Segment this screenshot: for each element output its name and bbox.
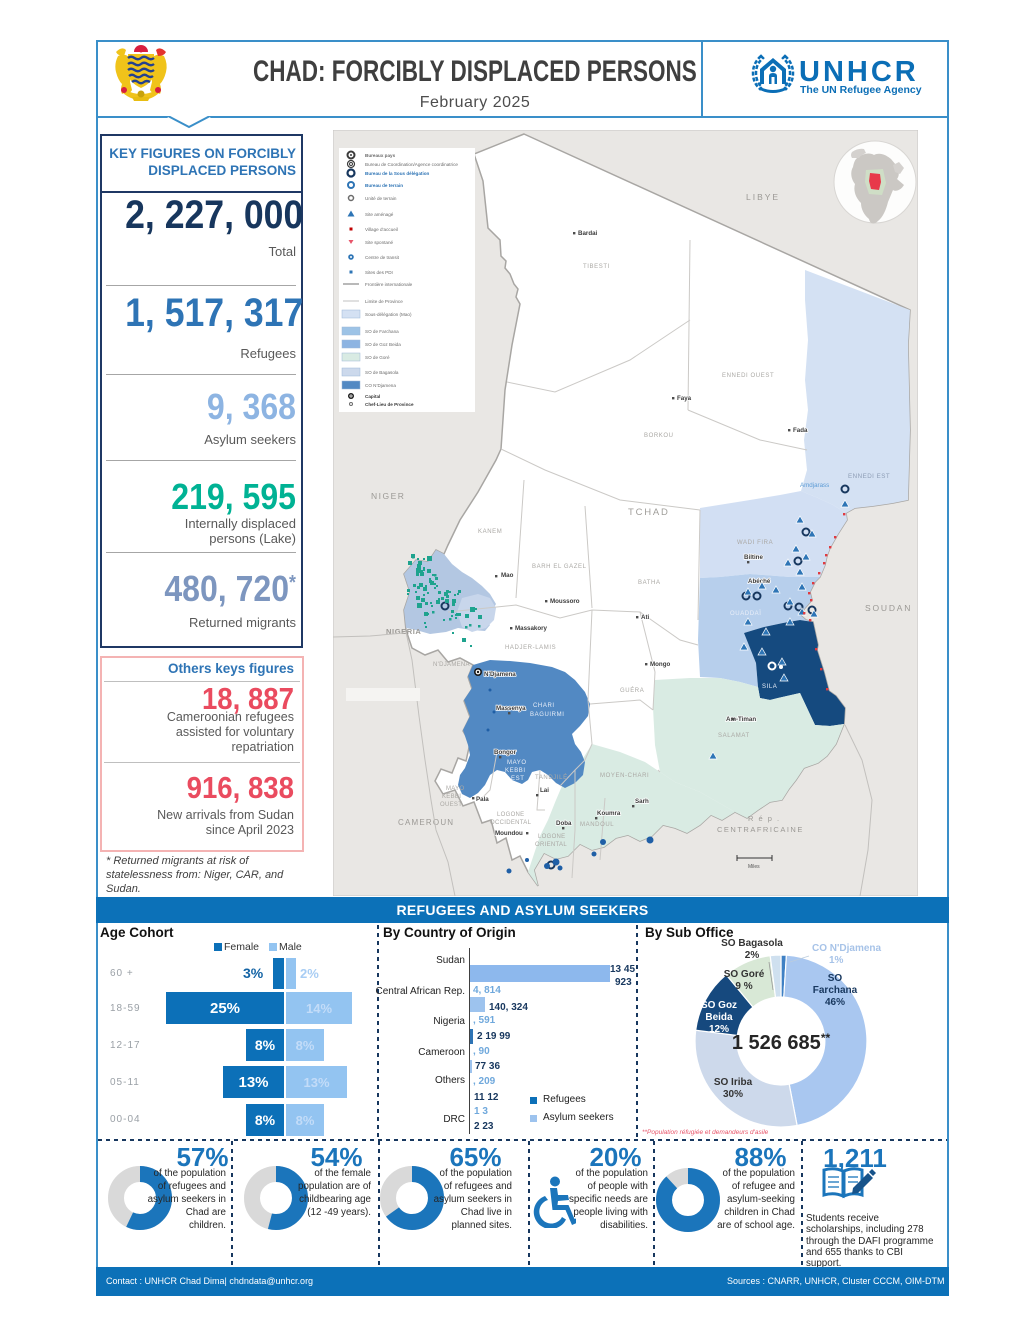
svg-text:R é p .: R é p . (748, 814, 781, 823)
svg-text:SILA: SILA (762, 684, 777, 690)
svg-text:Sites des PDI: Sites des PDI (365, 270, 393, 275)
svg-text:SALAMAT: SALAMAT (718, 733, 750, 739)
svg-text:OUADDAÏ: OUADDAÏ (730, 610, 762, 617)
svg-text:CAMEROUN: CAMEROUN (398, 818, 454, 827)
svg-text:N'Djamena: N'Djamena (484, 671, 516, 678)
svg-text:BORKOU: BORKOU (644, 433, 674, 439)
svg-text:Doba: Doba (556, 820, 572, 827)
svg-text:Am-Timan: Am-Timan (726, 716, 756, 723)
svg-text:ENNEDI EST: ENNEDI EST (848, 473, 890, 480)
svg-text:SO de Farchana: SO de Farchana (365, 329, 399, 334)
svg-text:Miles: Miles (748, 864, 760, 870)
svg-text:Limite de Province: Limite de Province (365, 299, 403, 304)
svg-text:HADJER-LAMIS: HADJER-LAMIS (505, 645, 556, 651)
svg-text:SO de Bagasola: SO de Bagasola (365, 370, 399, 375)
svg-text:Fada: Fada (793, 427, 808, 434)
svg-text:ORIENTAL: ORIENTAL (535, 842, 567, 848)
svg-text:Faya: Faya (677, 395, 692, 402)
svg-text:Bureau de terrain: Bureau de terrain (365, 183, 403, 188)
svg-text:Koumra: Koumra (597, 810, 621, 817)
svg-text:Bardai: Bardai (578, 230, 598, 237)
svg-text:SO Goz: SO Goz (701, 1000, 737, 1011)
svg-text:9 %: 9 % (735, 981, 752, 992)
svg-text:MOYEN-CHARI: MOYEN-CHARI (600, 773, 649, 779)
svg-text:1%: 1% (829, 955, 844, 966)
svg-text:Sous-délégation (Mao): Sous-délégation (Mao) (365, 312, 412, 317)
svg-text:Moundou: Moundou (495, 830, 523, 837)
svg-text:Site aménagé: Site aménagé (365, 212, 394, 217)
svg-text:CHARI: CHARI (533, 703, 555, 709)
svg-text:TANDJILÉ: TANDJILÉ (535, 774, 568, 781)
svg-text:SO Bagasola: SO Bagasola (721, 938, 783, 949)
svg-text:Sarh: Sarh (635, 798, 649, 805)
svg-text:BARH EL GAZEL: BARH EL GAZEL (532, 564, 587, 570)
svg-text:OCCIDENTAL: OCCIDENTAL (490, 820, 532, 826)
svg-text:30%: 30% (723, 1089, 743, 1100)
svg-text:KANEM: KANEM (478, 529, 502, 535)
svg-text:SO de Goré: SO de Goré (365, 355, 390, 360)
svg-text:OUEST: OUEST (440, 802, 462, 808)
svg-text:SO Goré: SO Goré (724, 969, 765, 980)
svg-text:NIGERIA: NIGERIA (386, 627, 421, 636)
svg-text:Ati: Ati (641, 614, 650, 621)
svg-text:TIBESTI: TIBESTI (583, 264, 610, 270)
svg-text:MANDOUL: MANDOUL (580, 822, 614, 828)
svg-text:Massakory: Massakory (515, 625, 548, 632)
svg-text:Bureaux pays: Bureaux pays (365, 153, 396, 158)
svg-text:NIGER: NIGER (371, 491, 405, 501)
svg-text:Amdjarass: Amdjarass (800, 482, 829, 489)
svg-text:CENTRAFRICAINE: CENTRAFRICAINE (717, 825, 804, 834)
svg-text:**Population réfugiée et deman: **Population réfugiée et demandeurs d'as… (642, 1129, 769, 1136)
svg-text:Farchana: Farchana (813, 985, 858, 996)
svg-text:1 526 685**: 1 526 685** (732, 1031, 831, 1054)
svg-text:N'DJAMENA: N'DJAMENA (433, 662, 470, 668)
svg-text:ENNEDI OUEST: ENNEDI OUEST (722, 373, 774, 379)
svg-text:Pala: Pala (476, 796, 489, 803)
svg-text:Bongor: Bongor (494, 749, 517, 756)
svg-text:SOUDAN: SOUDAN (865, 603, 912, 613)
svg-text:Beida: Beida (705, 1012, 733, 1023)
svg-text:Biltine: Biltine (744, 554, 763, 561)
svg-text:MAYO: MAYO (446, 786, 464, 792)
svg-text:LOGONE: LOGONE (538, 834, 565, 840)
svg-text:Mao: Mao (501, 572, 514, 579)
svg-text:Capital: Capital (365, 394, 380, 399)
svg-text:Site spontané: Site spontané (365, 240, 394, 245)
svg-text:Frontière internationale: Frontière internationale (365, 282, 413, 287)
svg-text:WADI FIRA: WADI FIRA (737, 540, 773, 546)
svg-text:KEBBI: KEBBI (505, 768, 526, 774)
svg-text:Village d’accueil: Village d’accueil (365, 227, 398, 232)
svg-text:Bureau de la Sous délégation: Bureau de la Sous délégation (365, 171, 430, 176)
svg-text:Centre de transit: Centre de transit (365, 255, 400, 260)
svg-text:MAYO: MAYO (507, 760, 527, 766)
svg-text:Unité de terrain: Unité de terrain (365, 196, 397, 201)
svg-text:Abéché: Abéché (748, 578, 771, 585)
svg-text:EST: EST (511, 776, 524, 782)
svg-text:SO Iriba: SO Iriba (714, 1077, 753, 1088)
svg-text:SO: SO (828, 973, 843, 984)
svg-text:Massenya: Massenya (496, 705, 526, 712)
svg-text:GUÉRA: GUÉRA (620, 687, 644, 694)
svg-text:LIBYE: LIBYE (746, 192, 780, 202)
svg-text:The UN Refugee Agency: The UN Refugee Agency (800, 84, 922, 96)
svg-text:CO N'Djamena: CO N'Djamena (812, 943, 882, 954)
svg-text:LOGONE: LOGONE (497, 812, 524, 818)
svg-text:KEBBI: KEBBI (442, 794, 461, 800)
svg-text:Chef-Lieu de Province: Chef-Lieu de Province (365, 402, 414, 407)
svg-text:Moussoro: Moussoro (550, 598, 580, 605)
svg-text:BATHA: BATHA (638, 580, 661, 586)
svg-text:2%: 2% (745, 950, 760, 961)
svg-text:Mongo: Mongo (650, 661, 670, 668)
svg-text:TCHAD: TCHAD (628, 507, 670, 518)
svg-text:UNHCR: UNHCR (799, 56, 919, 88)
svg-text:12%: 12% (709, 1024, 729, 1035)
svg-text:Bureau de Coordination/Agence: Bureau de Coordination/Agence coordinatr… (365, 162, 458, 167)
svg-text:46%: 46% (825, 997, 845, 1008)
svg-text:BAGUIRMI: BAGUIRMI (530, 712, 564, 718)
svg-text:SO de Goz Beida: SO de Goz Beida (365, 342, 401, 347)
svg-text:Lai: Lai (540, 787, 549, 794)
svg-text:CO N’Djamena: CO N’Djamena (365, 383, 396, 388)
